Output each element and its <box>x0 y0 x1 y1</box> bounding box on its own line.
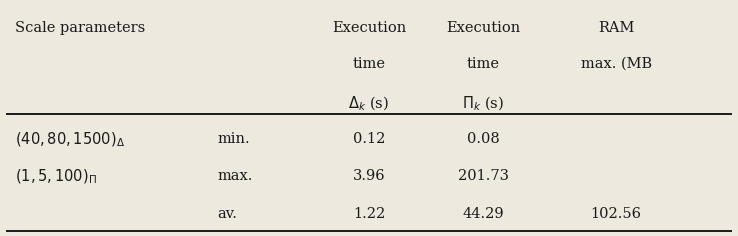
Text: $(1, 5, 100)_\Pi$: $(1, 5, 100)_\Pi$ <box>15 168 97 186</box>
Text: time: time <box>353 57 385 71</box>
Text: av.: av. <box>218 206 238 220</box>
Text: max. (MB: max. (MB <box>581 57 652 71</box>
Text: Execution: Execution <box>446 21 520 35</box>
Text: 1.22: 1.22 <box>353 206 385 220</box>
Text: 102.56: 102.56 <box>590 206 642 220</box>
Text: 201.73: 201.73 <box>458 169 509 183</box>
Text: $\Delta_k$ (s): $\Delta_k$ (s) <box>348 94 390 113</box>
Text: min.: min. <box>218 132 250 146</box>
Text: max.: max. <box>218 169 253 183</box>
Text: Scale parameters: Scale parameters <box>15 21 145 35</box>
Text: 44.29: 44.29 <box>463 206 504 220</box>
Text: Execution: Execution <box>332 21 406 35</box>
Text: $\Pi_k$ (s): $\Pi_k$ (s) <box>463 94 504 113</box>
Text: $(40, 80, 1500)_\Delta$: $(40, 80, 1500)_\Delta$ <box>15 131 125 149</box>
Text: 0.08: 0.08 <box>467 132 500 146</box>
Text: time: time <box>467 57 500 71</box>
Text: RAM: RAM <box>598 21 635 35</box>
Text: 0.12: 0.12 <box>353 132 385 146</box>
Text: 3.96: 3.96 <box>353 169 385 183</box>
